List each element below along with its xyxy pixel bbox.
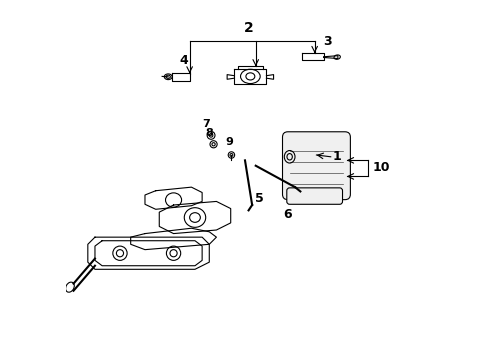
Text: 4: 4 (180, 54, 189, 67)
Text: 2: 2 (244, 21, 253, 35)
Text: 6: 6 (283, 208, 292, 221)
FancyBboxPatch shape (283, 132, 350, 200)
Text: 5: 5 (255, 192, 264, 205)
Text: 7: 7 (202, 119, 210, 129)
Text: 9: 9 (225, 137, 233, 147)
Text: 3: 3 (323, 35, 331, 48)
Text: 10: 10 (373, 161, 391, 174)
Text: 8: 8 (205, 128, 213, 138)
FancyBboxPatch shape (287, 188, 343, 204)
Text: 1: 1 (333, 150, 341, 163)
